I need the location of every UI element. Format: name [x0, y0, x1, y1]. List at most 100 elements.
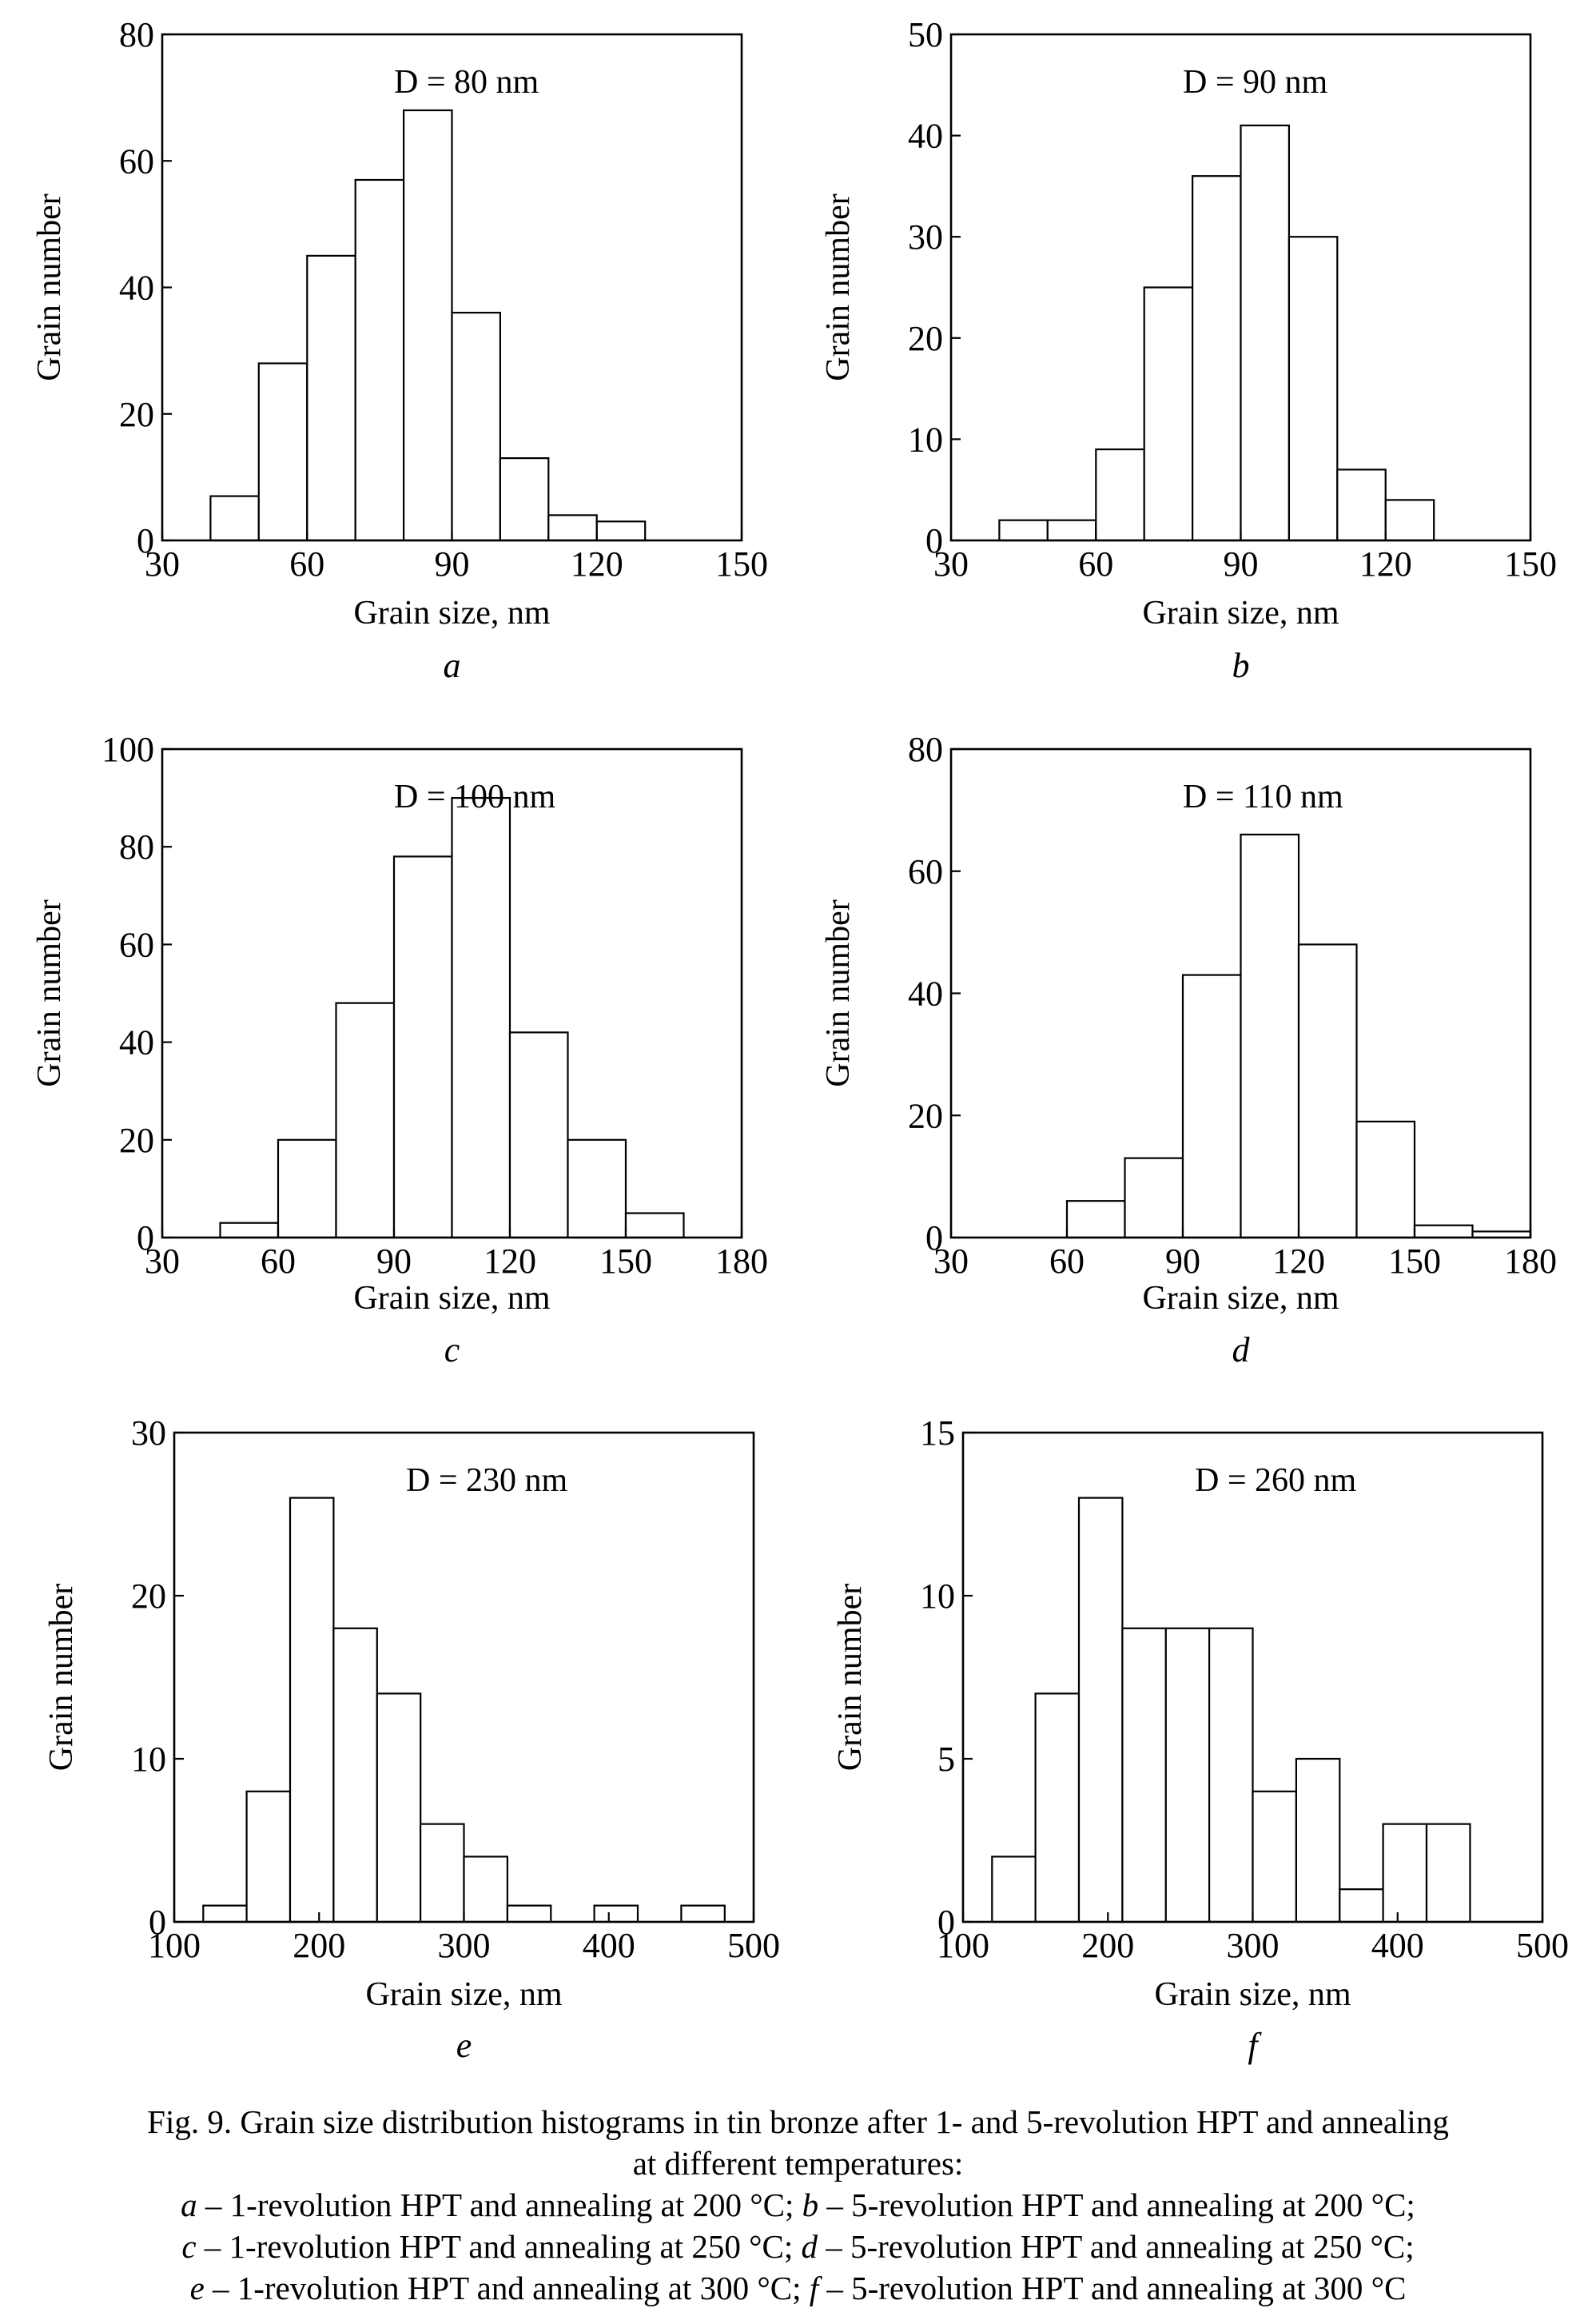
- histogram-bar: [376, 1692, 422, 1923]
- histogram-bar: [1240, 124, 1291, 542]
- y-tick-label: 40: [908, 117, 943, 156]
- histogram-panel-e: 100 200 300 400 500 0 10 20 30 D = 230 nm Grain si…: [43, 1413, 780, 2065]
- x-tick-label: 90: [1165, 1242, 1200, 1281]
- y-tick-label: 10: [920, 1577, 955, 1616]
- y-tick-label: 60: [119, 925, 154, 964]
- mean-size-annotation: D = 90 nm: [1183, 64, 1328, 101]
- y-axis-title: Grain number: [31, 899, 68, 1086]
- histogram-bar: [403, 109, 453, 542]
- caption-text-d: – 5-revolution HPT and annealing at 250 …: [817, 2228, 1415, 2265]
- y-tick-label: 80: [908, 730, 943, 769]
- y-tick-label: 20: [131, 1577, 166, 1616]
- x-tick-label: 120: [1359, 544, 1412, 584]
- x-tick-label: 150: [1504, 544, 1557, 584]
- x-tick-label: 150: [1388, 1242, 1441, 1281]
- x-tick-label: 100: [937, 1926, 989, 1965]
- x-tick-label: 120: [571, 544, 623, 584]
- y-tick-label: 40: [119, 1023, 154, 1062]
- histogram-bar: [1295, 1757, 1341, 1923]
- panel-letter: a: [444, 646, 461, 685]
- histogram-bar: [1288, 236, 1339, 542]
- x-tick-label: 90: [376, 1242, 412, 1281]
- x-tick-label: 180: [715, 1242, 768, 1281]
- caption-letter-f: f: [809, 2270, 819, 2306]
- histogram-bar: [1336, 468, 1387, 542]
- mean-size-annotation: D = 110 nm: [1183, 779, 1343, 815]
- y-axis-title: Grain number: [43, 1584, 80, 1771]
- y-tick-label: 0: [925, 521, 943, 560]
- histogram-bar: [245, 1790, 292, 1923]
- x-tick-label: 500: [1516, 1926, 1569, 1965]
- x-axis-title: Grain size, nm: [1142, 595, 1339, 632]
- histogram-bar: [499, 456, 550, 542]
- y-axis-title: Grain number: [31, 193, 68, 381]
- y-tick-label: 20: [119, 1121, 154, 1160]
- histogram-panel-a: 30 60 90 120 150 0 20 40 60 80 D = 80 nm Grain size…: [31, 15, 768, 685]
- caption-line-2: at different temperatures:: [632, 2145, 964, 2182]
- x-tick-label: 30: [145, 544, 180, 584]
- histogram-bar: [1046, 519, 1097, 542]
- mean-size-annotation: D = 100 nm: [394, 779, 556, 815]
- plot-frame: [161, 747, 743, 1239]
- histogram-bar: [1077, 1497, 1124, 1923]
- histogram-bar: [277, 1138, 337, 1239]
- histogram-bar: [392, 855, 453, 1239]
- histogram-bar: [335, 1002, 396, 1239]
- histogram-bar: [593, 1904, 639, 1923]
- panel-letter: e: [456, 2026, 472, 2065]
- histogram-bar: [998, 519, 1049, 542]
- y-tick-label: 20: [908, 1096, 943, 1135]
- caption-line-5: e – 1-revolution HPT and annealing at 30…: [0, 2267, 1596, 2309]
- histogram-bar: [680, 1904, 726, 1923]
- histogram-bar: [289, 1497, 335, 1923]
- mean-size-annotation: D = 260 nm: [1195, 1462, 1357, 1499]
- histogram-bar: [451, 796, 511, 1239]
- y-tick-label: 0: [925, 1218, 943, 1258]
- y-tick-label: 40: [119, 269, 154, 308]
- y-axis-title: Grain number: [820, 899, 857, 1086]
- histogram-bar: [1339, 1888, 1384, 1923]
- y-tick-label: 0: [937, 1903, 955, 1942]
- x-tick-label: 30: [933, 1242, 969, 1281]
- histogram-bar: [1124, 1157, 1184, 1239]
- panel-letter: d: [1232, 1330, 1251, 1369]
- x-tick-label: 100: [148, 1926, 201, 1965]
- histogram-bar: [1181, 974, 1242, 1239]
- y-tick-label: 0: [137, 521, 154, 560]
- y-tick-label: 80: [119, 827, 154, 867]
- y-tick-label: 10: [131, 1740, 166, 1779]
- histogram-bar: [1384, 499, 1435, 542]
- x-tick-label: 500: [727, 1926, 780, 1965]
- x-tick-label: 120: [1272, 1242, 1325, 1281]
- x-axis-title: Grain size, nm: [353, 595, 550, 632]
- y-axis-title: Grain number: [832, 1584, 869, 1771]
- histogram-bar: [1164, 1627, 1211, 1923]
- caption-letter-d: d: [801, 2228, 818, 2265]
- histogram-bar: [1095, 448, 1145, 542]
- histogram-bar: [1240, 833, 1300, 1239]
- histogram-bar: [1382, 1823, 1428, 1923]
- caption-line-1: Fig. 9. Grain size distribution histogra…: [147, 2103, 1449, 2140]
- histogram-bar: [451, 312, 502, 542]
- x-axis-title: Grain size, nm: [365, 1976, 562, 2013]
- y-tick-label: 30: [908, 217, 943, 257]
- caption-letter-e: e: [189, 2270, 205, 2306]
- x-tick-label: 300: [438, 1926, 491, 1965]
- y-tick-label: 20: [119, 395, 154, 434]
- x-axis-title: Grain size, nm: [1154, 1976, 1351, 2013]
- x-tick-label: 180: [1504, 1242, 1557, 1281]
- y-tick-label: 0: [137, 1218, 154, 1258]
- histogram-bar: [567, 1138, 627, 1239]
- caption-line-3: a – 1-revolution HPT and annealing at 20…: [0, 2184, 1596, 2226]
- histogram-bar: [209, 495, 260, 542]
- caption-text-a: – 1-revolution HPT and annealing at 200 …: [197, 2186, 802, 2223]
- histogram-bar: [332, 1627, 378, 1923]
- histogram-bar: [1034, 1692, 1081, 1923]
- x-tick-label: 30: [933, 544, 969, 584]
- x-tick-label: 30: [145, 1242, 180, 1281]
- histogram-bar: [419, 1823, 465, 1923]
- histogram-bar: [306, 254, 356, 542]
- x-tick-label: 120: [484, 1242, 536, 1281]
- histogram-bar: [506, 1904, 552, 1923]
